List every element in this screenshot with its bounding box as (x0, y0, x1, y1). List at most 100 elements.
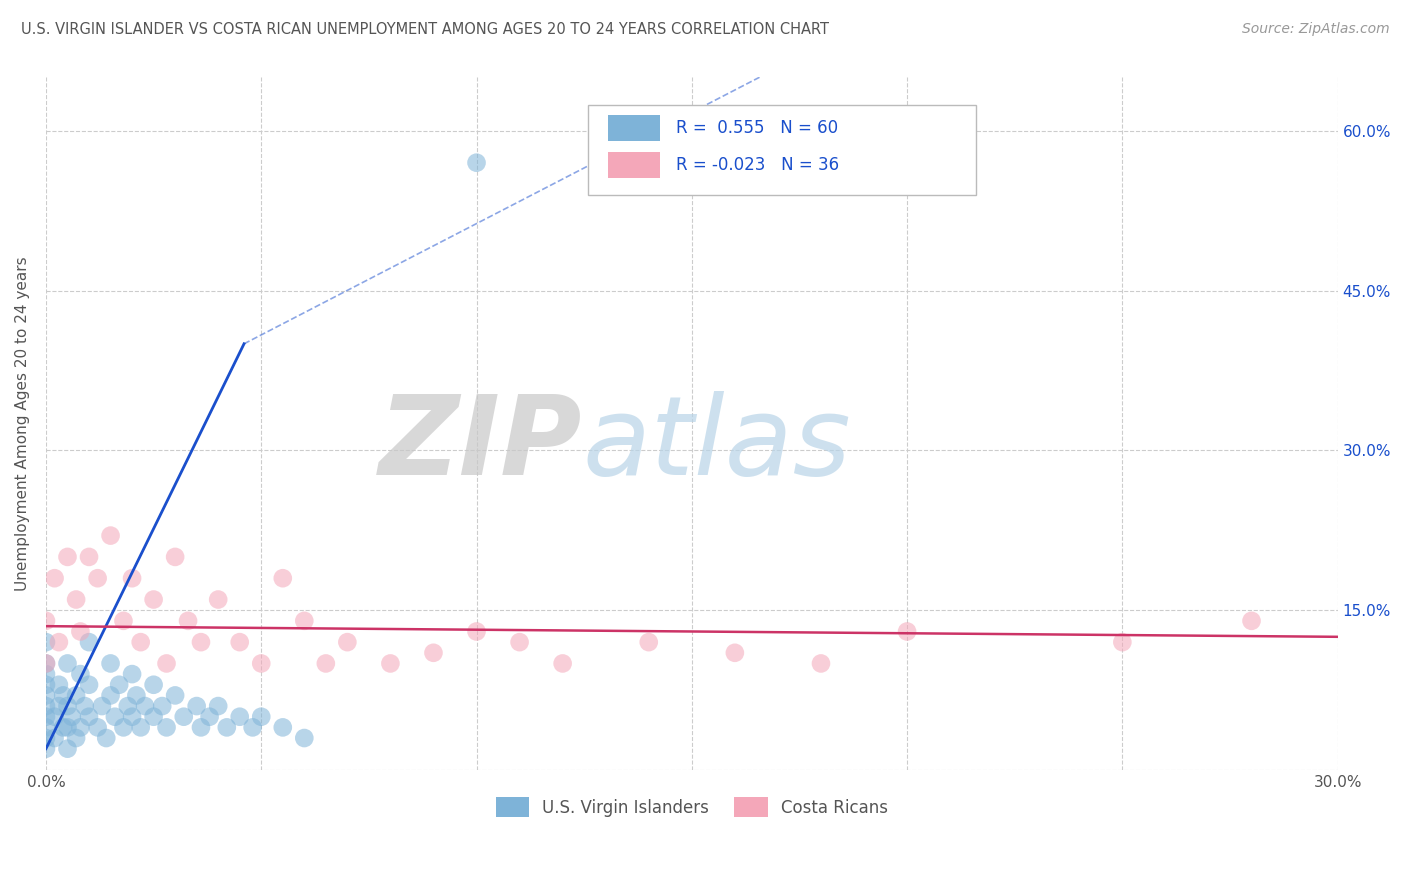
Point (65, 592, 87, 607)
Point (117, 699, 139, 714)
Point (271, 720, 294, 734)
Point (44, 571, 66, 585)
Point (108, 678, 131, 692)
Point (65, 689, 87, 703)
Point (125, 689, 148, 703)
Point (77, 635, 100, 649)
Point (422, 646, 444, 660)
Point (35, 635, 58, 649)
Point (112, 614, 135, 628)
Point (96, 731, 118, 745)
Point (129, 720, 152, 734)
Point (465, 624, 488, 639)
Point (142, 710, 165, 724)
Point (35, 667, 58, 681)
Point (380, 657, 402, 671)
Point (60, 710, 83, 724)
Point (121, 667, 143, 681)
Point (250, 710, 273, 724)
Point (35, 678, 58, 692)
Point (48, 699, 70, 714)
Point (336, 635, 359, 649)
Text: R = -0.023   N = 36: R = -0.023 N = 36 (676, 156, 839, 174)
Point (165, 549, 187, 564)
Point (77, 549, 100, 564)
Point (228, 710, 250, 724)
Point (100, 528, 122, 542)
Point (190, 720, 212, 734)
Point (35, 699, 58, 714)
Point (142, 592, 165, 607)
Point (509, 635, 531, 649)
Point (77, 678, 100, 692)
Point (35, 614, 58, 628)
Bar (607, 152, 659, 178)
Point (35, 741, 58, 756)
Point (91, 699, 114, 714)
Text: R =  0.555   N = 60: R = 0.555 N = 60 (676, 119, 838, 137)
Point (56, 720, 79, 734)
Point (73, 699, 96, 714)
Point (155, 657, 177, 671)
Point (896, 624, 918, 639)
Point (100, 657, 122, 671)
Point (292, 731, 315, 745)
Point (65, 731, 87, 745)
Point (44, 710, 66, 724)
Point (637, 635, 659, 649)
Point (198, 710, 221, 724)
Point (1111, 635, 1133, 649)
Point (35, 657, 58, 671)
Point (104, 710, 127, 724)
Point (48, 678, 70, 692)
Point (165, 689, 187, 703)
Point (186, 699, 208, 714)
Point (35, 710, 58, 724)
Point (250, 657, 273, 671)
Point (155, 720, 177, 734)
Point (56, 657, 79, 671)
Bar (607, 115, 659, 141)
Text: U.S. VIRGIN ISLANDER VS COSTA RICAN UNEMPLOYMENT AMONG AGES 20 TO 24 YEARS CORRE: U.S. VIRGIN ISLANDER VS COSTA RICAN UNEM… (21, 22, 830, 37)
Text: ZIP: ZIP (378, 391, 582, 498)
Point (315, 657, 337, 671)
Point (215, 720, 238, 734)
Point (56, 741, 79, 756)
FancyBboxPatch shape (589, 105, 976, 195)
Point (207, 699, 229, 714)
Point (228, 635, 250, 649)
Point (121, 571, 143, 585)
Point (69, 720, 91, 734)
Point (100, 689, 122, 703)
Point (69, 624, 91, 639)
Text: atlas: atlas (582, 391, 851, 498)
Point (52, 720, 75, 734)
Point (724, 646, 747, 660)
Point (207, 592, 229, 607)
Point (69, 667, 91, 681)
Point (242, 720, 264, 734)
Point (551, 657, 574, 671)
Point (52, 689, 75, 703)
Point (1240, 614, 1263, 628)
Point (134, 699, 156, 714)
Point (271, 571, 294, 585)
Point (121, 710, 143, 724)
Point (35, 720, 58, 734)
Y-axis label: Unemployment Among Ages 20 to 24 years: Unemployment Among Ages 20 to 24 years (15, 256, 30, 591)
Point (44, 731, 66, 745)
Point (77, 710, 100, 724)
Legend: U.S. Virgin Islanders, Costa Ricans: U.S. Virgin Islanders, Costa Ricans (489, 790, 894, 824)
Text: Source: ZipAtlas.com: Source: ZipAtlas.com (1241, 22, 1389, 37)
Point (292, 614, 315, 628)
Point (465, 155, 488, 169)
Point (177, 614, 200, 628)
Point (56, 549, 79, 564)
Point (150, 699, 173, 714)
Point (190, 635, 212, 649)
Point (142, 678, 165, 692)
Point (35, 657, 58, 671)
Point (173, 710, 195, 724)
Point (810, 657, 832, 671)
Point (129, 635, 152, 649)
